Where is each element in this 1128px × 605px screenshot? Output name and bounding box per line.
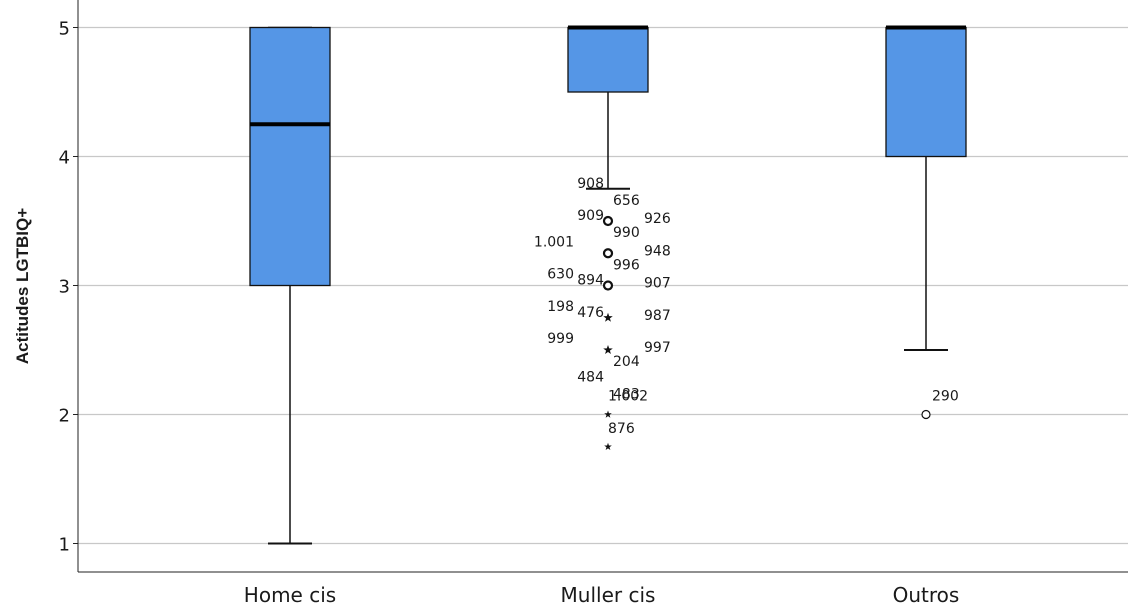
outlier-label: 1.002	[608, 389, 648, 405]
outlier-label: 990	[613, 225, 640, 241]
x-tick-label: Outros	[893, 583, 960, 605]
y-tick-label: 5	[59, 19, 70, 40]
outlier-label: 630	[547, 267, 574, 283]
y-axis-title: Actitudes LGTBIQ+	[13, 208, 32, 364]
outlier-label: 987	[644, 308, 671, 324]
iqr-box	[885, 26, 967, 158]
outlier-label: 894	[577, 273, 604, 289]
box-series	[249, 25, 967, 545]
y-tick-label: 1	[59, 535, 70, 556]
box-muller-cis	[567, 25, 649, 190]
outlier-label: 198	[547, 299, 574, 315]
outlier-star	[603, 312, 613, 322]
outlier-label: 997	[644, 340, 671, 356]
outlier-label: 909	[577, 208, 604, 224]
x-tick-labels: Home cis Muller cis Outros	[244, 583, 960, 605]
iqr-box	[249, 26, 331, 287]
outlier-label: 483	[613, 386, 640, 402]
outlier-label: 908	[577, 176, 604, 192]
outlier-label: 996	[613, 257, 640, 273]
outlier-label: 876	[608, 421, 635, 437]
y-tick-label: 2	[59, 406, 70, 427]
outlier-label: 907	[644, 276, 671, 292]
outlier-star	[604, 410, 612, 418]
y-tick-label: 3	[59, 277, 70, 298]
box-outros	[885, 25, 967, 351]
outlier-label: 948	[644, 243, 671, 259]
outlier-circle	[602, 215, 614, 227]
outlier-label: 484	[577, 369, 604, 385]
y-tick-labels: 1 2 3 4 5	[59, 19, 78, 556]
outlier-label: 926	[644, 211, 671, 227]
iqr-box	[567, 26, 649, 93]
outlier-label: 476	[577, 305, 604, 321]
outlier-label: 290	[932, 389, 959, 405]
outlier-markers	[602, 215, 931, 450]
x-tick-label: Home cis	[244, 583, 336, 605]
outlier-circle	[602, 248, 614, 259]
outlier-label: 1.001	[534, 234, 574, 250]
x-tick-label: Muller cis	[561, 583, 656, 605]
outlier-circle	[602, 280, 614, 291]
outlier-label: 999	[547, 331, 574, 347]
box-home-cis	[249, 26, 331, 545]
outlier-label: 656	[613, 193, 640, 209]
outlier-star	[603, 345, 613, 355]
outlier-star	[604, 442, 612, 450]
outlier-label: 204	[613, 354, 640, 370]
outlier-circle	[921, 409, 931, 420]
y-tick-label: 4	[59, 148, 70, 169]
